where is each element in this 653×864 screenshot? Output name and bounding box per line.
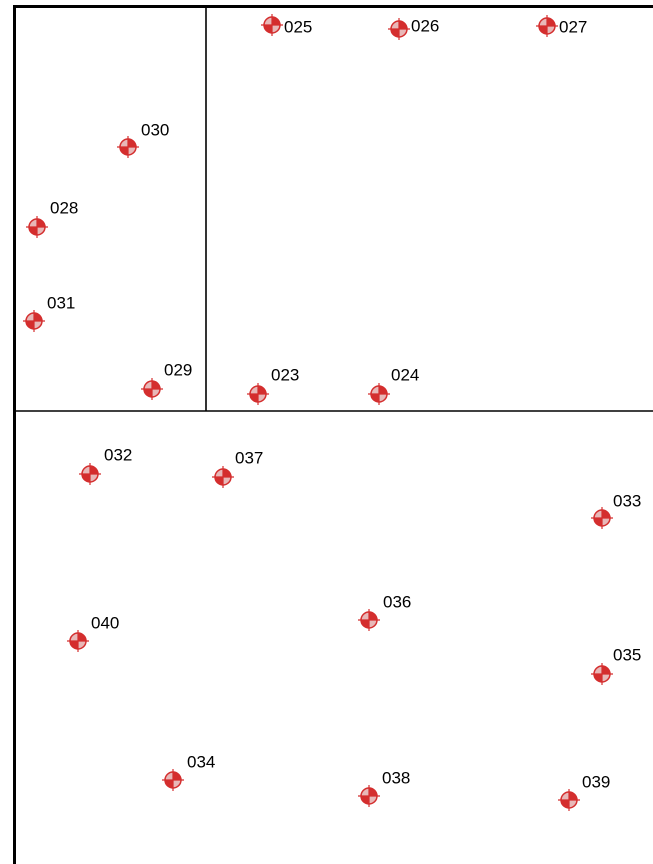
control-point-target-icon [23,310,45,332]
survey-point-026: 026 [388,16,439,40]
point-label: 034 [187,752,215,771]
survey-point-023: 023 [247,365,299,405]
survey-point-032: 032 [79,445,132,485]
control-point-target-icon [141,378,163,400]
survey-point-036: 036 [358,592,411,631]
point-label: 025 [284,17,312,36]
control-point-target-icon [67,630,89,652]
point-label: 035 [613,645,641,664]
survey-point-031: 031 [23,293,75,332]
point-label: 037 [235,448,263,467]
control-point-target-icon [591,663,613,685]
point-label: 026 [411,16,439,35]
control-point-target-icon [212,466,234,488]
point-label: 032 [104,445,132,464]
control-point-target-icon [358,785,380,807]
control-point-target-icon [79,463,101,485]
point-label: 033 [613,491,641,510]
point-label: 031 [47,293,75,312]
control-point-target-icon [247,383,269,405]
survey-point-038: 038 [358,768,410,807]
survey-point-024: 024 [368,365,419,405]
survey-point-027: 027 [536,15,587,37]
point-label: 027 [559,17,587,36]
point-label: 039 [582,772,610,791]
control-point-target-icon [368,383,390,405]
survey-point-037: 037 [212,448,263,488]
point-label: 029 [164,360,192,379]
control-point-target-icon [358,609,380,631]
point-label: 024 [391,365,419,384]
survey-point-028: 028 [26,198,78,238]
point-label: 028 [50,198,78,217]
survey-point-039: 039 [558,772,610,811]
control-point-target-icon [558,789,580,811]
control-point-target-icon [388,18,410,40]
control-point-target-icon [536,15,558,37]
survey-point-034: 034 [162,752,215,791]
point-label: 038 [382,768,410,787]
control-point-target-icon [26,216,48,238]
survey-point-030: 030 [117,120,169,158]
control-point-target-icon [162,769,184,791]
survey-point-029: 029 [141,360,192,400]
survey-point-025: 025 [261,14,312,36]
control-point-target-icon [261,14,283,36]
point-label: 030 [141,120,169,139]
survey-point-035: 035 [591,645,641,685]
survey-point-040: 040 [67,613,119,652]
point-label: 023 [271,365,299,384]
points-layer: 025 026 027 030 028 031 029 023 024 032 037 033 036 0… [23,14,641,811]
control-point-target-icon [591,507,613,529]
point-label: 040 [91,613,119,632]
control-point-target-icon [117,136,139,158]
survey-point-033: 033 [591,491,641,529]
point-label: 036 [383,592,411,611]
frame-lines [13,5,653,864]
